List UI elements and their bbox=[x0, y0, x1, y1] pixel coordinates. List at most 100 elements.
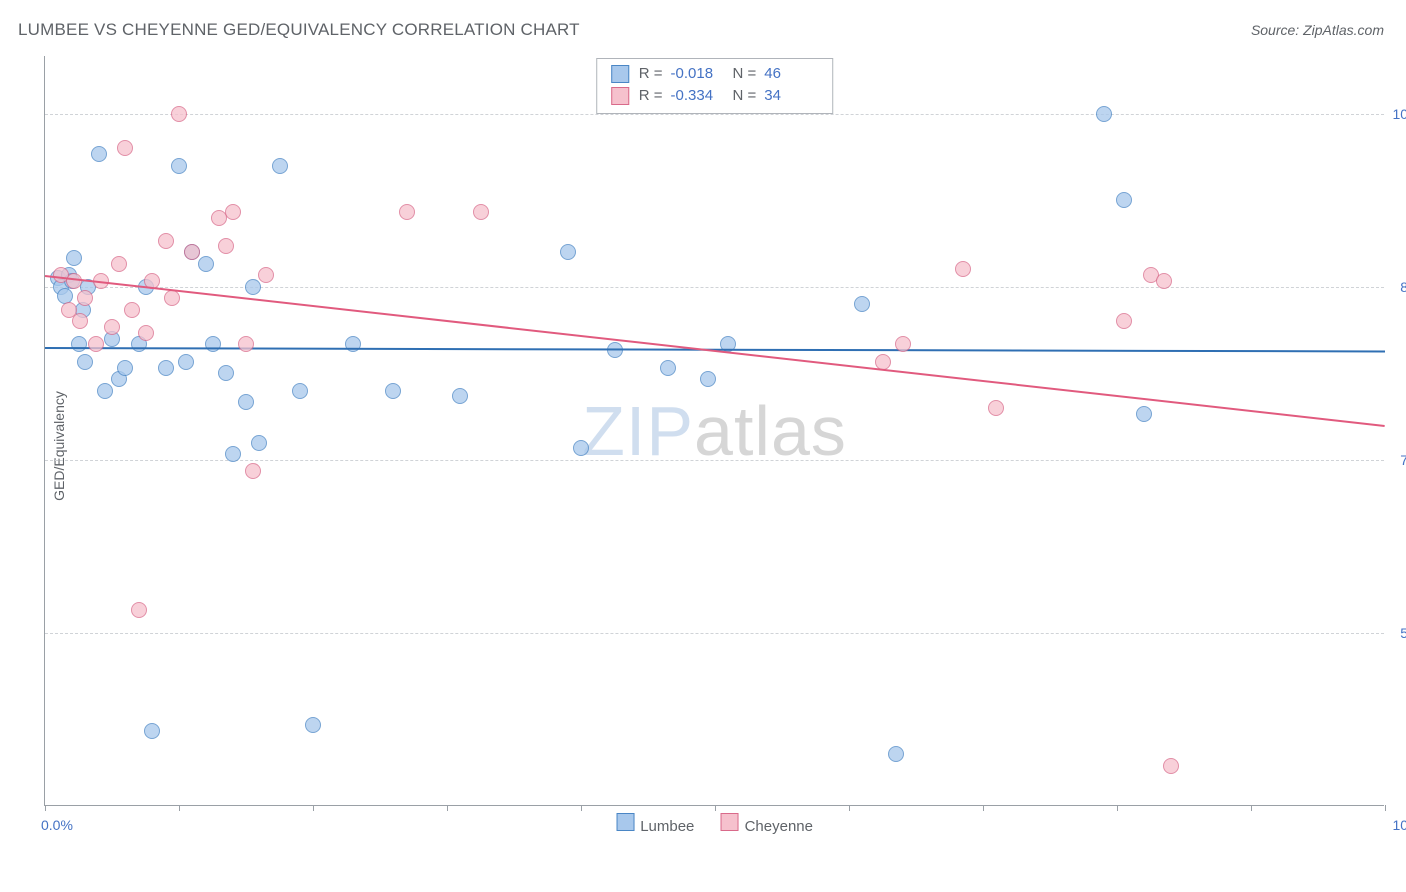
swatch-icon bbox=[611, 87, 629, 105]
data-point bbox=[272, 158, 288, 174]
data-point bbox=[700, 371, 716, 387]
plot-area: ZIPatlas R = -0.018 N = 46 R = -0.334 N … bbox=[44, 56, 1384, 806]
data-point bbox=[144, 723, 160, 739]
data-point bbox=[184, 244, 200, 260]
data-point bbox=[399, 204, 415, 220]
data-point bbox=[88, 336, 104, 352]
data-point bbox=[198, 256, 214, 272]
data-point bbox=[91, 146, 107, 162]
stats-row: R = -0.018 N = 46 bbox=[611, 63, 819, 85]
swatch-icon bbox=[720, 813, 738, 831]
data-point bbox=[1163, 758, 1179, 774]
data-point bbox=[292, 383, 308, 399]
x-tick bbox=[849, 805, 850, 811]
legend-item: Cheyenne bbox=[720, 813, 813, 835]
data-point bbox=[66, 250, 82, 266]
x-tick bbox=[1385, 805, 1386, 811]
x-tick bbox=[313, 805, 314, 811]
stat-n-value: 34 bbox=[764, 85, 818, 107]
x-tick bbox=[1117, 805, 1118, 811]
data-point bbox=[473, 204, 489, 220]
data-point bbox=[888, 746, 904, 762]
gridline bbox=[45, 460, 1384, 461]
data-point bbox=[1096, 106, 1112, 122]
source-label: Source: ZipAtlas.com bbox=[1251, 22, 1384, 38]
legend-label: Cheyenne bbox=[745, 818, 813, 835]
chart-container: LUMBEE VS CHEYENNE GED/EQUIVALENCY CORRE… bbox=[0, 0, 1406, 892]
data-point bbox=[171, 158, 187, 174]
x-tick bbox=[447, 805, 448, 811]
data-point bbox=[178, 354, 194, 370]
data-point bbox=[225, 204, 241, 220]
watermark-part2: atlas bbox=[694, 392, 847, 470]
stat-n-label: N = bbox=[733, 85, 757, 107]
data-point bbox=[131, 602, 147, 618]
gridline bbox=[45, 114, 1384, 115]
data-point bbox=[305, 717, 321, 733]
data-point bbox=[573, 440, 589, 456]
y-tick-label: 85.0% bbox=[1388, 279, 1406, 295]
data-point bbox=[238, 394, 254, 410]
data-point bbox=[111, 256, 127, 272]
data-point bbox=[385, 383, 401, 399]
data-point bbox=[72, 313, 88, 329]
stat-r-value: -0.018 bbox=[671, 63, 725, 85]
stat-n-label: N = bbox=[733, 63, 757, 85]
data-point bbox=[955, 261, 971, 277]
x-max-label: 100.0% bbox=[1393, 817, 1406, 833]
x-tick bbox=[581, 805, 582, 811]
data-point bbox=[1116, 313, 1132, 329]
data-point bbox=[345, 336, 361, 352]
data-point bbox=[988, 400, 1004, 416]
data-point bbox=[218, 365, 234, 381]
data-point bbox=[158, 233, 174, 249]
data-point bbox=[77, 354, 93, 370]
data-point bbox=[205, 336, 221, 352]
data-point bbox=[77, 290, 93, 306]
data-point bbox=[138, 325, 154, 341]
stats-row: R = -0.334 N = 34 bbox=[611, 85, 819, 107]
legend-item: Lumbee bbox=[616, 813, 694, 835]
swatch-icon bbox=[611, 65, 629, 83]
data-point bbox=[251, 435, 267, 451]
watermark-part1: ZIP bbox=[582, 392, 694, 470]
y-tick-label: 70.0% bbox=[1388, 452, 1406, 468]
data-point bbox=[104, 319, 120, 335]
data-point bbox=[124, 302, 140, 318]
watermark: ZIPatlas bbox=[582, 391, 847, 471]
stat-r-value: -0.334 bbox=[671, 85, 725, 107]
data-point bbox=[218, 238, 234, 254]
stat-n-value: 46 bbox=[764, 63, 818, 85]
data-point bbox=[895, 336, 911, 352]
data-point bbox=[1136, 406, 1152, 422]
gridline bbox=[45, 633, 1384, 634]
y-tick-label: 100.0% bbox=[1388, 106, 1406, 122]
swatch-icon bbox=[616, 813, 634, 831]
data-point bbox=[245, 463, 261, 479]
data-point bbox=[97, 383, 113, 399]
data-point bbox=[164, 290, 180, 306]
y-tick-label: 55.0% bbox=[1388, 625, 1406, 641]
data-point bbox=[225, 446, 241, 462]
data-point bbox=[258, 267, 274, 283]
data-point bbox=[660, 360, 676, 376]
x-min-label: 0.0% bbox=[41, 817, 73, 833]
data-point bbox=[1156, 273, 1172, 289]
data-point bbox=[560, 244, 576, 260]
data-point bbox=[452, 388, 468, 404]
legend: Lumbee Cheyenne bbox=[616, 813, 813, 835]
data-point bbox=[158, 360, 174, 376]
data-point bbox=[71, 336, 87, 352]
data-point bbox=[117, 140, 133, 156]
data-point bbox=[171, 106, 187, 122]
data-point bbox=[238, 336, 254, 352]
x-tick bbox=[983, 805, 984, 811]
data-point bbox=[854, 296, 870, 312]
data-point bbox=[245, 279, 261, 295]
legend-label: Lumbee bbox=[640, 818, 694, 835]
data-point bbox=[117, 360, 133, 376]
x-tick bbox=[1251, 805, 1252, 811]
x-tick bbox=[715, 805, 716, 811]
data-point bbox=[1116, 192, 1132, 208]
stat-r-label: R = bbox=[639, 63, 663, 85]
